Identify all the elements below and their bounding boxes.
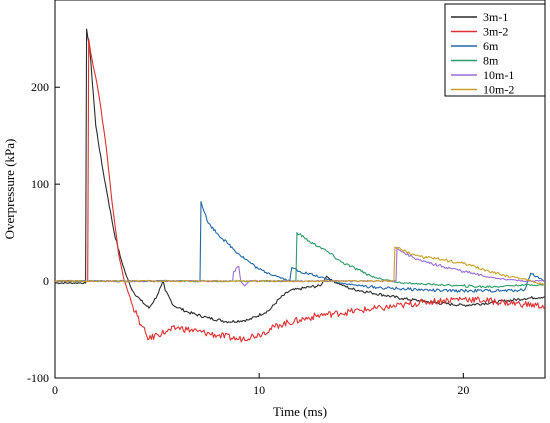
y-axis-label: Overpressure (kPa) xyxy=(2,139,17,240)
series-line-3m-2 xyxy=(55,38,545,343)
legend-label: 6m xyxy=(483,39,499,53)
series-line-6m xyxy=(55,201,545,293)
legend-label: 10m-2 xyxy=(483,83,514,97)
legend-label: 8m xyxy=(483,54,499,68)
x-tick-label: 20 xyxy=(457,383,469,397)
legend-label: 3m-2 xyxy=(483,25,508,39)
y-tick-label: 0 xyxy=(43,274,49,288)
y-tick-label: 100 xyxy=(31,177,49,191)
series-line-10m-2 xyxy=(55,246,545,286)
legend-box xyxy=(444,3,546,97)
y-tick-label: -100 xyxy=(27,371,49,385)
x-axis-label: Time (ms) xyxy=(273,404,327,419)
x-tick-label: 10 xyxy=(253,383,265,397)
plot-frame xyxy=(54,0,546,379)
legend-label: 3m-1 xyxy=(483,10,508,24)
legend-label: 10m-1 xyxy=(483,68,514,82)
series-layer xyxy=(55,28,545,343)
x-tick-label: 0 xyxy=(52,383,58,397)
y-tick-label: 200 xyxy=(31,80,49,94)
series-line-3m-1 xyxy=(55,28,545,324)
